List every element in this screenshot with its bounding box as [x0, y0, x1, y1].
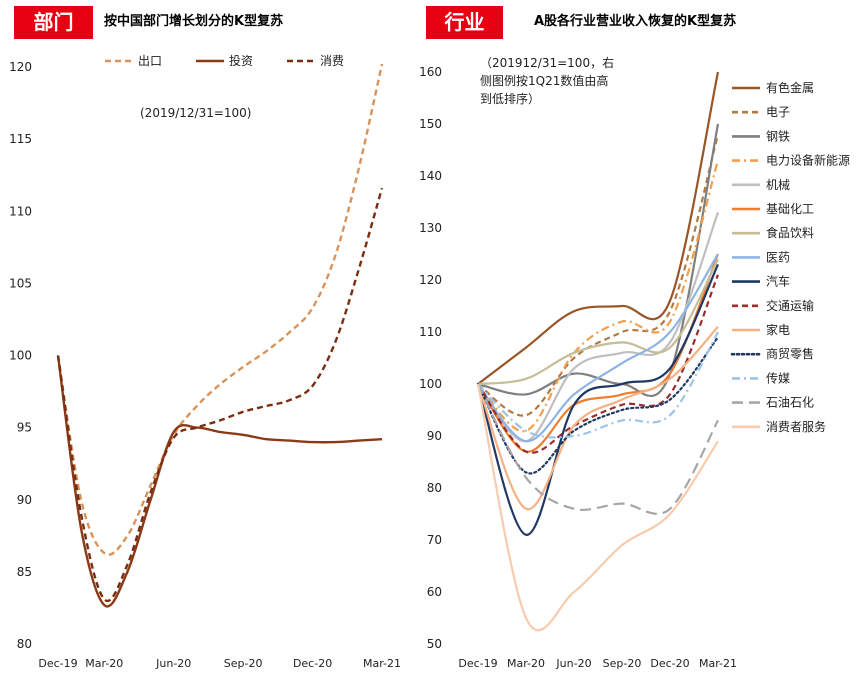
right-legend-label: 电力设备新能源	[766, 153, 850, 168]
right-series-line-6	[477, 258, 719, 386]
right-y-tick-label: 120	[420, 273, 442, 287]
right-legend-label: 汽车	[766, 274, 790, 289]
right-tag: 行业	[426, 6, 503, 39]
right-legend-label: 机械	[766, 177, 790, 192]
left-tag: 部门	[14, 6, 93, 39]
left-y-tick-label: 85	[17, 565, 32, 579]
right-title: A股各行业营业收入恢复的K型复苏	[534, 14, 737, 29]
right-note: （201912/31=100，右 侧图例按1Q21数值由高 到低排序）	[480, 54, 614, 108]
right-y-tick-label: 70	[427, 533, 442, 547]
right-legend-label: 电子	[766, 105, 790, 119]
right-note-line-2: 侧图例按1Q21数值由高	[480, 74, 609, 88]
right-series-line-3	[477, 160, 720, 432]
right-legend-label: 钢铁	[766, 129, 790, 143]
left-y-tick-label: 80	[17, 637, 32, 651]
left-x-tick-label: Dec-20	[293, 657, 332, 670]
right-x-tick-label: Jun-20	[555, 657, 591, 670]
left-chart: 80 85 90 95 100 105 110 115 120 Dec-19 Mar-20 Jun-2…	[9, 53, 401, 670]
right-series-line-5	[477, 253, 720, 453]
left-y-tick-label: 115	[9, 132, 32, 146]
left-legend-label: 投资	[229, 53, 253, 68]
left-legend-label: 出口	[138, 54, 162, 68]
right-series-line-10	[476, 326, 719, 510]
right-y-tick-label: 110	[420, 325, 442, 339]
left-y-tick-label: 90	[17, 493, 32, 507]
right-y-tick-label: 150	[420, 117, 442, 131]
right-series-line-1	[477, 134, 720, 417]
left-series-line-2	[56, 187, 384, 603]
right-legend-label: 石油石化	[766, 396, 814, 410]
left-y-tick-label: 105	[9, 276, 32, 290]
right-x-tick-label: Mar-21	[699, 657, 737, 670]
right-x-tick-label: Sep-20	[603, 657, 642, 670]
right-panel: 行业 A股各行业营业收入恢复的K型复苏 50 60 70 80 90 100 110 120 1…	[420, 0, 856, 677]
right-chart: 50 60 70 80 90 100 110 120 130 140 150 160 Dec-19 Mar…	[420, 65, 850, 670]
right-series-line-11	[476, 336, 720, 475]
left-y-tick-label: 95	[17, 421, 32, 435]
right-series-line-9	[477, 274, 720, 454]
right-y-tick-label: 80	[427, 481, 442, 495]
right-legend-label: 商贸零售	[766, 346, 814, 361]
right-legend-label: 基础化工	[766, 202, 814, 216]
right-y-tick-label: 60	[427, 585, 442, 599]
left-y-tick-label: 110	[9, 204, 32, 218]
right-series-line-8	[476, 263, 719, 536]
left-panel: 部门 按中国部门增长划分的K型复苏 80 85 90 95 100 105 110 115 12…	[0, 0, 420, 677]
right-series-line-13	[477, 383, 719, 515]
left-series-line-1	[56, 355, 383, 608]
left-x-tick-label: Dec-19	[38, 657, 77, 670]
right-y-tick-label: 100	[420, 377, 442, 391]
left-y-tick-label: 100	[9, 349, 32, 363]
right-series-line-14	[476, 383, 719, 632]
left-legend: 出口 投资 消费	[105, 53, 344, 68]
right-y-tick-label: 130	[420, 221, 442, 235]
left-note: (2019/12/31=100)	[140, 106, 252, 120]
right-x-tick-label: Dec-19	[458, 657, 497, 670]
right-note-line-1: （201912/31=100，右	[480, 56, 615, 70]
left-legend-label: 消费	[320, 54, 344, 68]
right-series-line-7	[477, 253, 719, 443]
right-series-line-0	[477, 71, 720, 385]
left-title: 按中国部门增长划分的K型复苏	[104, 14, 284, 29]
left-x-tick-label: Jun-20	[155, 657, 191, 670]
right-y-tick-label: 50	[427, 637, 442, 651]
right-legend-label: 消费者服务	[766, 419, 826, 434]
right-note-line-3: 到低排序）	[480, 92, 541, 106]
right-legend-label: 有色金属	[766, 80, 814, 95]
left-x-tick-label: Sep-20	[224, 657, 263, 670]
right-legend: 有色金属电子钢铁电力设备新能源机械基础化工食品饮料医药汽车交通运输家电商贸零售传…	[730, 80, 850, 434]
right-x-tick-label: Dec-20	[650, 657, 689, 670]
right-legend-label: 传媒	[766, 370, 790, 385]
right-legend-label: 家电	[766, 322, 790, 337]
left-x-tick-label: Mar-21	[363, 657, 401, 670]
right-y-tick-label: 90	[427, 429, 442, 443]
left-x-tick-label: Mar-20	[85, 657, 123, 670]
right-y-tick-label: 140	[420, 169, 442, 183]
left-series-line-0	[56, 63, 384, 556]
left-y-tick-label: 120	[9, 60, 32, 74]
right-legend-label: 食品饮料	[766, 225, 814, 240]
right-series-line-12	[477, 331, 719, 439]
right-y-tick-label: 160	[420, 65, 442, 79]
right-legend-label: 医药	[766, 250, 790, 264]
right-legend-label: 交通运输	[766, 298, 814, 313]
right-x-tick-label: Mar-20	[507, 657, 545, 670]
